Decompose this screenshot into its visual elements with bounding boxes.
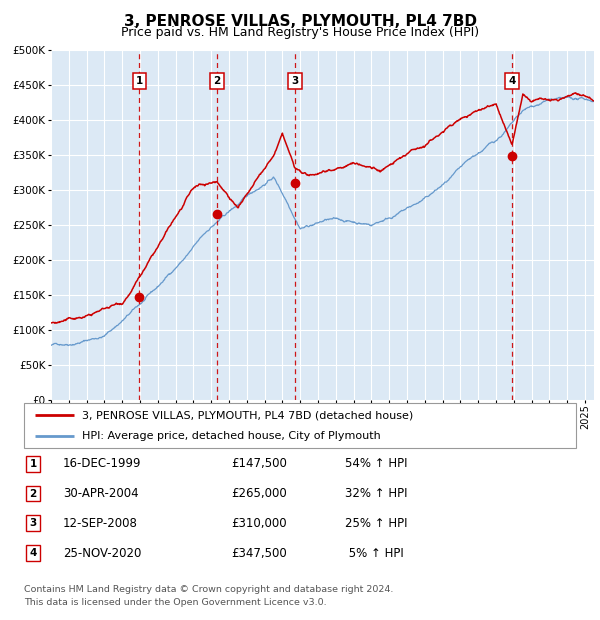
Text: Price paid vs. HM Land Registry's House Price Index (HPI): Price paid vs. HM Land Registry's House … (121, 26, 479, 39)
Text: 12-SEP-2008: 12-SEP-2008 (63, 517, 138, 529)
Text: £310,000: £310,000 (231, 517, 287, 529)
FancyBboxPatch shape (24, 403, 576, 448)
Text: 1: 1 (29, 459, 37, 469)
Text: HPI: Average price, detached house, City of Plymouth: HPI: Average price, detached house, City… (82, 432, 381, 441)
Text: This data is licensed under the Open Government Licence v3.0.: This data is licensed under the Open Gov… (24, 598, 326, 608)
Text: 4: 4 (29, 548, 37, 558)
Text: 2: 2 (214, 76, 221, 86)
Text: 16-DEC-1999: 16-DEC-1999 (63, 458, 142, 470)
Text: 3: 3 (29, 518, 37, 528)
Text: 3, PENROSE VILLAS, PLYMOUTH, PL4 7BD (detached house): 3, PENROSE VILLAS, PLYMOUTH, PL4 7BD (de… (82, 410, 413, 420)
Text: 3: 3 (291, 76, 299, 86)
Text: 25-NOV-2020: 25-NOV-2020 (63, 547, 142, 559)
Text: 3, PENROSE VILLAS, PLYMOUTH, PL4 7BD: 3, PENROSE VILLAS, PLYMOUTH, PL4 7BD (124, 14, 476, 29)
Text: 32% ↑ HPI: 32% ↑ HPI (345, 487, 407, 500)
Text: £265,000: £265,000 (231, 487, 287, 500)
Text: £347,500: £347,500 (231, 547, 287, 559)
Text: 30-APR-2004: 30-APR-2004 (63, 487, 139, 500)
Text: 4: 4 (508, 76, 516, 86)
Text: 5% ↑ HPI: 5% ↑ HPI (345, 547, 404, 559)
Text: £147,500: £147,500 (231, 458, 287, 470)
Text: 54% ↑ HPI: 54% ↑ HPI (345, 458, 407, 470)
Text: 1: 1 (136, 76, 143, 86)
Text: 2: 2 (29, 489, 37, 498)
Text: 25% ↑ HPI: 25% ↑ HPI (345, 517, 407, 529)
Text: Contains HM Land Registry data © Crown copyright and database right 2024.: Contains HM Land Registry data © Crown c… (24, 585, 394, 594)
